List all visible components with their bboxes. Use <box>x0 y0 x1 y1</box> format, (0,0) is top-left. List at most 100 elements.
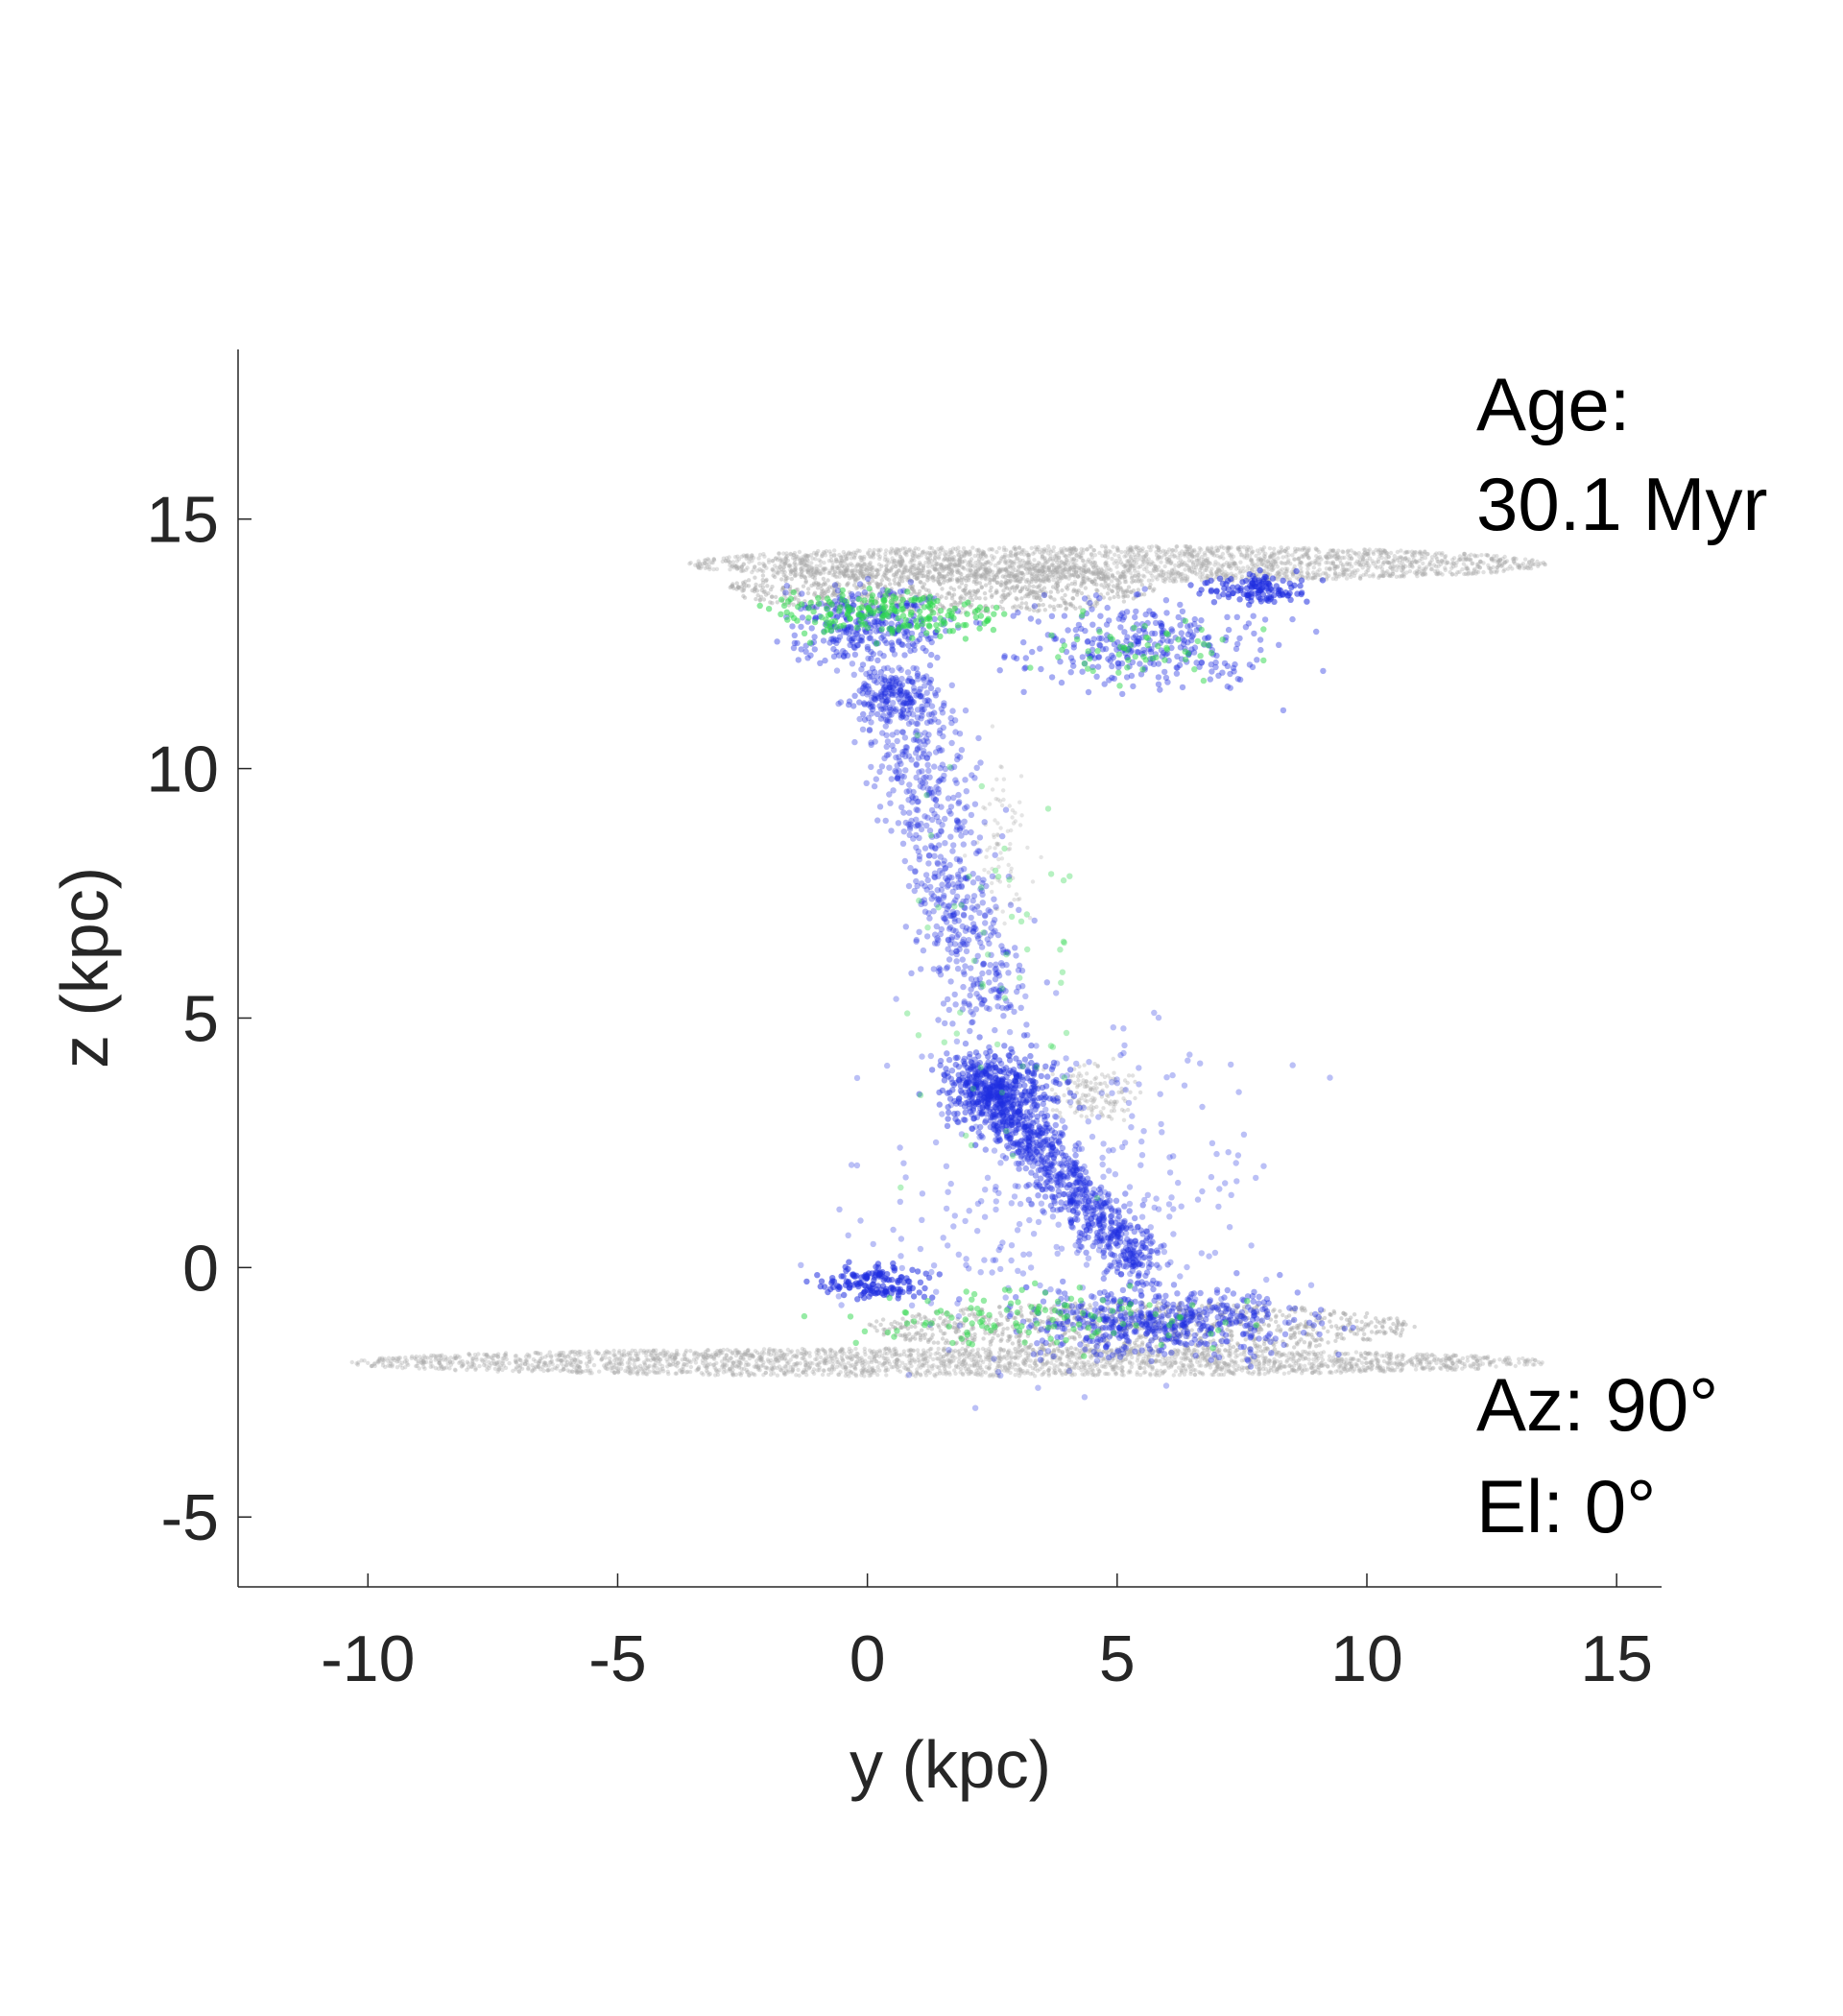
particle-point <box>1172 1357 1177 1363</box>
particle-point <box>769 1368 774 1374</box>
particle-point <box>1424 1360 1429 1365</box>
particle-point <box>1089 1356 1093 1360</box>
particle-point <box>572 1356 577 1361</box>
particle-point <box>584 1361 589 1366</box>
particle-point <box>482 1360 487 1365</box>
particle-point <box>676 1360 681 1365</box>
particle-point <box>863 1367 868 1373</box>
particle-point <box>706 1353 711 1358</box>
particle-point <box>1329 1370 1334 1376</box>
particle-point <box>428 1355 433 1360</box>
particle-point <box>921 1357 925 1362</box>
particle-point <box>984 1356 989 1362</box>
particle-point <box>908 1353 914 1357</box>
particle-point <box>877 1368 882 1373</box>
particle-point <box>994 1373 999 1378</box>
particle-point <box>668 1356 673 1361</box>
particle-point <box>1033 1326 1039 1331</box>
particle-point <box>1454 1360 1459 1365</box>
particle-point <box>1035 1368 1041 1374</box>
particle-point <box>771 1348 776 1353</box>
particle-point <box>789 1349 794 1354</box>
particle-point <box>498 1363 503 1368</box>
particle-point <box>1245 1365 1251 1371</box>
particle-point <box>1405 1359 1411 1364</box>
particle-point <box>1263 1367 1269 1372</box>
particle-point <box>1391 1321 1396 1327</box>
particle-point <box>635 1354 640 1359</box>
particle-point <box>372 1361 377 1367</box>
particle-point <box>986 1366 992 1371</box>
particle-point <box>1472 1361 1476 1367</box>
particle-point <box>400 1360 405 1365</box>
particle-point <box>627 1361 633 1366</box>
particle-point <box>1338 1363 1343 1368</box>
particle-point <box>1237 570 1242 575</box>
particle-point <box>541 1368 546 1374</box>
particle-point <box>1183 1355 1188 1360</box>
particle-point <box>876 1354 882 1359</box>
particle-point <box>403 1365 408 1370</box>
particle-point <box>641 1370 646 1375</box>
particle-point <box>1298 1363 1304 1368</box>
particle-point <box>894 1357 899 1362</box>
particle-point <box>1028 1342 1034 1348</box>
particle-point <box>691 1357 697 1362</box>
particle-point <box>932 1373 937 1378</box>
particle-point <box>1352 1356 1356 1361</box>
particle-point <box>834 1360 840 1365</box>
particle-point <box>692 1353 697 1357</box>
particle-point <box>1254 1353 1258 1357</box>
particle-point <box>573 1357 578 1363</box>
particle-point <box>419 1360 424 1365</box>
particle-point <box>1051 1350 1057 1355</box>
particle-point <box>390 1356 395 1361</box>
particle-point <box>1336 1358 1342 1363</box>
particle-point <box>773 1355 778 1360</box>
particle-point <box>574 1368 579 1373</box>
particle-point <box>1022 1358 1027 1363</box>
particle-point <box>960 1359 965 1365</box>
particle-point <box>1233 1348 1238 1354</box>
particle-point <box>1442 1363 1447 1368</box>
particle-point <box>703 1349 708 1355</box>
particle-point <box>1228 1369 1233 1374</box>
particle-point <box>1215 1364 1220 1369</box>
particle-point <box>1016 1349 1021 1355</box>
particle-point <box>983 1348 989 1353</box>
particle-point <box>1138 1361 1144 1366</box>
particle-point <box>705 1348 710 1353</box>
particle-point <box>1409 1361 1415 1367</box>
particle-point <box>908 1347 913 1353</box>
particle-point <box>913 1359 918 1364</box>
particle-point <box>474 1357 479 1362</box>
particle-point <box>1319 1363 1324 1368</box>
particle-point <box>807 1354 812 1358</box>
particle-point <box>803 1362 808 1368</box>
particle-point <box>891 1347 897 1353</box>
particle-point <box>1385 1354 1390 1359</box>
particle-point <box>1112 1364 1116 1369</box>
particle-point <box>1330 1363 1336 1368</box>
particle-point <box>1091 1372 1096 1377</box>
particle-point <box>759 1354 764 1358</box>
particle-point <box>549 1359 554 1365</box>
particle-point <box>796 1367 801 1373</box>
particle-point <box>1453 1367 1458 1372</box>
particle-point <box>981 1336 986 1341</box>
particle-point <box>947 1372 952 1377</box>
particle-point <box>559 1358 564 1363</box>
particle-point <box>517 1363 522 1368</box>
particle-point <box>1333 1350 1338 1355</box>
particle-point <box>717 1349 722 1355</box>
particle-point <box>682 1354 687 1359</box>
particle-point <box>988 1357 993 1362</box>
particle-point <box>1289 1352 1295 1357</box>
particle-point <box>1045 1359 1050 1364</box>
particle-point <box>1430 1353 1435 1357</box>
particle-point <box>1272 1369 1277 1374</box>
particle-point <box>610 1368 614 1374</box>
particle-point <box>1110 1364 1114 1370</box>
particle-point <box>578 1360 584 1365</box>
particle-point <box>458 1359 463 1364</box>
